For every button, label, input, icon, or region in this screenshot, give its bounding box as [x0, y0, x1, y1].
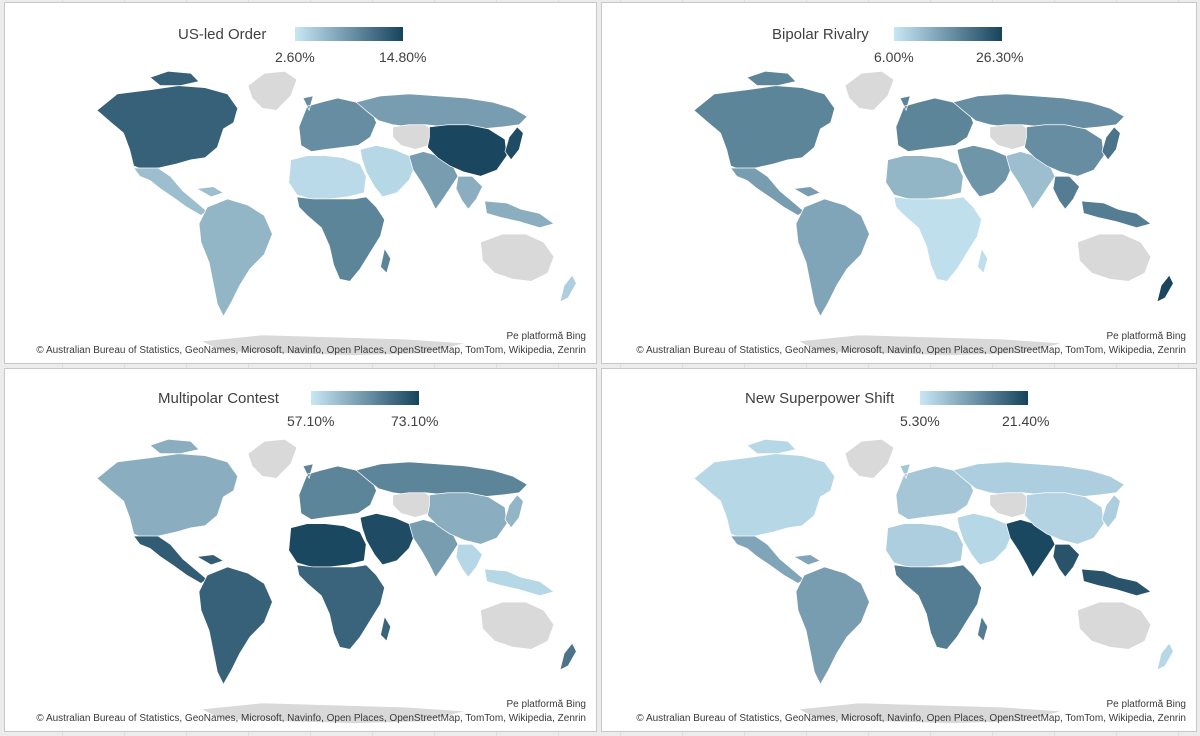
region-south-america[interactable] — [198, 198, 273, 317]
region-north-america[interactable] — [96, 70, 239, 171]
legend-gradient-bar — [894, 27, 1002, 41]
bing-attribution: Pe platformă Bing — [1106, 331, 1187, 342]
region-middle-east[interactable] — [359, 145, 416, 198]
region-greenland[interactable] — [844, 438, 895, 479]
region-north-america[interactable] — [693, 70, 836, 171]
region-china[interactable] — [427, 124, 508, 177]
region-southeast-asia[interactable] — [455, 543, 555, 597]
bing-attribution: Pe platformă Bing — [506, 699, 587, 710]
legend-min-label: 2.60% — [275, 49, 315, 65]
region-south-america[interactable] — [795, 198, 870, 317]
map-chart-bipolar-rivalry[interactable]: Bipolar Rivalry 6.00% 26.30% Pe platformă B… — [601, 2, 1197, 364]
region-mexico-central-america[interactable] — [730, 167, 821, 216]
region-europe[interactable] — [298, 463, 377, 520]
region-australia[interactable] — [1077, 601, 1152, 650]
map-chart-multipolar-contest[interactable]: Multipolar Contest 57.10% 73.10% Pe platfor… — [4, 368, 597, 732]
region-china[interactable] — [427, 492, 508, 545]
legend-max-label: 21.40% — [1002, 413, 1050, 429]
region-mexico-central-america[interactable] — [730, 535, 821, 584]
region-middle-east[interactable] — [359, 513, 416, 566]
legend-max-label: 73.10% — [391, 413, 439, 429]
region-greenland[interactable] — [247, 438, 298, 479]
map-data-copyright[interactable]: © Australian Bureau of Statistics, GeoNa… — [36, 345, 586, 356]
region-southeast-asia[interactable] — [1052, 543, 1152, 597]
region-mexico-central-america[interactable] — [133, 167, 224, 216]
bing-attribution: Pe platformă Bing — [506, 331, 587, 342]
region-antarctica[interactable] — [200, 702, 467, 724]
region-north-africa[interactable] — [885, 155, 964, 200]
region-sub-saharan-africa[interactable] — [893, 196, 989, 282]
region-southeast-asia[interactable] — [455, 175, 555, 229]
region-china[interactable] — [1024, 124, 1105, 177]
map-title: Multipolar Contest — [158, 390, 279, 407]
legend-min-label: 57.10% — [287, 413, 335, 429]
region-russia[interactable] — [952, 461, 1125, 500]
region-new-zealand[interactable] — [559, 642, 577, 671]
region-south-america[interactable] — [198, 566, 273, 685]
region-greenland[interactable] — [247, 70, 298, 111]
legend-max-label: 26.30% — [976, 49, 1024, 65]
region-japan[interactable] — [504, 494, 524, 529]
region-greenland[interactable] — [844, 70, 895, 111]
region-europe[interactable] — [895, 463, 974, 520]
region-north-africa[interactable] — [288, 155, 367, 200]
map-chart-us-led-order[interactable]: US-led Order 2.60% 14.80% Pe platformă Bing… — [4, 2, 597, 364]
region-australia[interactable] — [480, 233, 555, 282]
region-mexico-central-america[interactable] — [133, 535, 224, 584]
legend-min-label: 6.00% — [874, 49, 914, 65]
world-map[interactable] — [5, 369, 596, 731]
world-map[interactable] — [5, 3, 596, 363]
map-data-copyright[interactable]: © Australian Bureau of Statistics, GeoNa… — [636, 713, 1186, 724]
map-title: US-led Order — [178, 26, 267, 43]
region-southeast-asia[interactable] — [1052, 175, 1152, 229]
region-north-america[interactable] — [96, 438, 239, 539]
region-north-africa[interactable] — [885, 523, 964, 568]
bing-attribution: Pe platformă Bing — [1106, 699, 1187, 710]
region-europe[interactable] — [298, 95, 377, 152]
region-sub-saharan-africa[interactable] — [296, 564, 392, 650]
region-japan[interactable] — [1101, 494, 1121, 529]
region-sub-saharan-africa[interactable] — [893, 564, 989, 650]
region-russia[interactable] — [952, 93, 1125, 132]
region-china[interactable] — [1024, 492, 1105, 545]
map-data-copyright[interactable]: © Australian Bureau of Statistics, GeoNa… — [36, 713, 586, 724]
map-title: New Superpower Shift — [745, 390, 895, 407]
map-title: Bipolar Rivalry — [772, 26, 869, 43]
legend-max-label: 14.80% — [379, 49, 427, 65]
region-japan[interactable] — [1101, 126, 1121, 161]
region-europe[interactable] — [895, 95, 974, 152]
legend-gradient-bar — [920, 391, 1028, 405]
region-antarctica[interactable] — [797, 702, 1064, 724]
world-map[interactable] — [602, 369, 1196, 731]
map-chart-new-superpower-shift[interactable]: New Superpower Shift 5.30% 21.40% Pe platfo… — [601, 368, 1197, 732]
region-new-zealand[interactable] — [559, 274, 577, 303]
region-middle-east[interactable] — [956, 513, 1013, 566]
region-russia[interactable] — [355, 93, 528, 132]
legend-gradient-bar — [295, 27, 403, 41]
map-data-copyright[interactable]: © Australian Bureau of Statistics, GeoNa… — [636, 345, 1186, 356]
region-new-zealand[interactable] — [1156, 274, 1174, 303]
legend-gradient-bar — [311, 391, 419, 405]
region-russia[interactable] — [355, 461, 528, 500]
world-map[interactable] — [602, 3, 1196, 363]
region-australia[interactable] — [1077, 233, 1152, 282]
region-north-africa[interactable] — [288, 523, 367, 568]
region-new-zealand[interactable] — [1156, 642, 1174, 671]
region-japan[interactable] — [504, 126, 524, 161]
region-antarctica[interactable] — [200, 334, 467, 356]
region-antarctica[interactable] — [797, 334, 1064, 356]
region-australia[interactable] — [480, 601, 555, 650]
region-sub-saharan-africa[interactable] — [296, 196, 392, 282]
region-south-america[interactable] — [795, 566, 870, 685]
legend-min-label: 5.30% — [900, 413, 940, 429]
region-north-america[interactable] — [693, 438, 836, 539]
region-middle-east[interactable] — [956, 145, 1013, 198]
